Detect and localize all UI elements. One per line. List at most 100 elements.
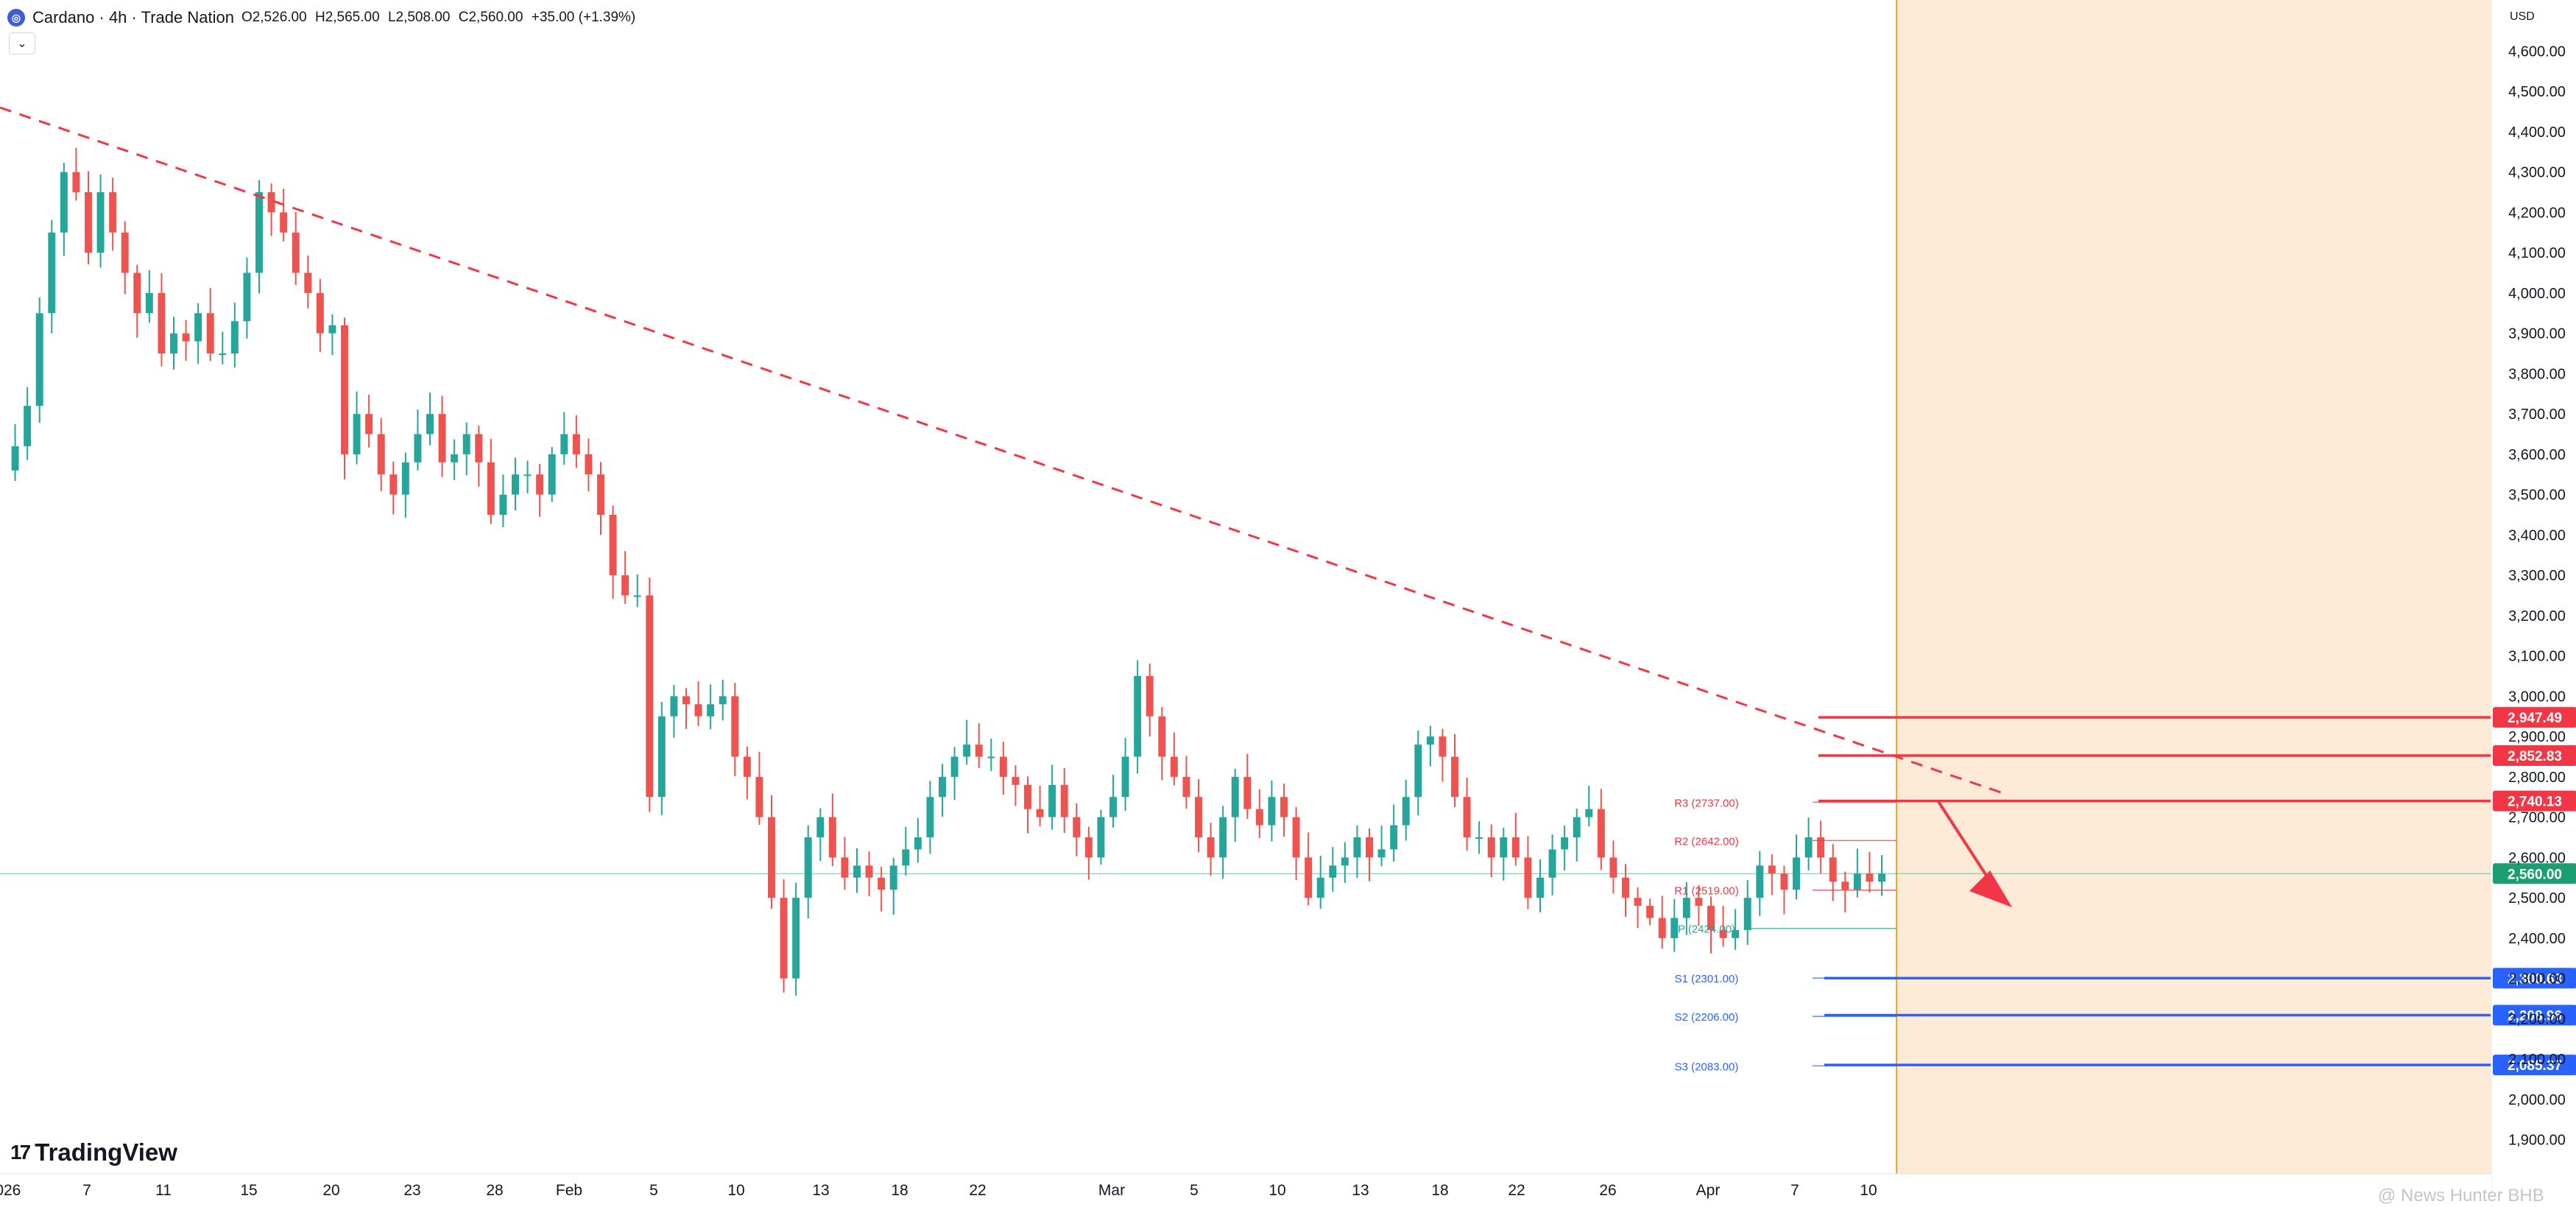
watermark: @ News Hunter BHB [2378,1186,2544,1206]
y-axis-tick-label: 2,100.00 [2508,1052,2566,1068]
candle-body [1695,898,1703,907]
candle-body [1292,817,1300,858]
collapse-legend-button[interactable]: ⌄ [9,32,35,54]
candle-body [1719,929,1727,938]
current-price-tag [2493,863,2576,884]
open-value: O2,526.00 [241,10,307,25]
arrow-head-icon [1969,870,2012,907]
candle-body [1243,776,1252,809]
support-price-tag [2493,1055,2576,1076]
y-axis-tick-label: 2,600.00 [2508,850,2566,866]
candle-body [1841,882,1849,890]
candle-body [401,462,409,495]
support-price-tag [2493,968,2576,989]
pivot-level-label: S2 (2206.00) [1675,1011,1739,1024]
candle-body [1024,784,1031,809]
x-axis-tick-label: 13 [1352,1182,1369,1199]
candle-body [548,454,556,495]
candle-body [841,857,849,878]
candle-body [1451,756,1458,798]
candle-body [523,474,532,476]
candle-body [1463,797,1471,837]
pivot-level-label: R3 (2737.00) [1674,797,1739,809]
candle-body [670,696,678,717]
candle-body [1316,877,1324,898]
y-axis-tick-label: 4,200.00 [2508,205,2566,221]
candle-body [230,321,239,353]
candle-body [316,292,324,334]
y-axis-tick-label: 3,000.00 [2508,689,2566,705]
candle-body [1073,817,1081,837]
candle-body [377,434,385,475]
candle-body [585,454,593,475]
candle-body [597,474,604,515]
x-axis-tick-label: 10 [1268,1182,1285,1199]
candle-body [707,704,715,717]
candle-body [633,595,641,597]
candle-body [816,817,825,837]
candle-body [768,817,775,898]
y-axis-tick-label: 4,100.00 [2508,245,2566,261]
chevron-down-icon: ⌄ [17,38,27,50]
candle-body [1182,776,1190,798]
pivot-level-label: P (2424.00) [1678,923,1735,936]
candle-body [1536,877,1544,898]
candle-body [1878,873,1885,882]
x-axis-tick-label: 5 [649,1182,658,1199]
candle-body [731,696,739,757]
y-axis-tick-label: 4,300.00 [2508,165,2566,181]
time-axis-panel [0,1174,2491,1207]
price-tag-label: 2,560.00 [2508,867,2562,882]
candle-body [512,474,519,495]
candle-body [878,877,886,890]
candle-body [341,325,348,454]
candle-body [426,414,434,434]
candle-body [1707,906,1715,930]
candle-body [60,172,68,233]
candle-body [719,696,727,705]
candle-body [353,414,361,454]
candle-body [926,797,934,837]
candle-body [243,272,251,322]
y-axis-tick-label: 1,900.00 [2508,1133,2566,1149]
candle-body [1817,837,1825,858]
candle-body [1439,736,1447,757]
resistance-price-tag [2493,790,2576,812]
y-axis-tick-label: 2,000.00 [2508,1092,2566,1108]
x-axis-tick-label: 10 [727,1182,744,1199]
candle-body [475,434,483,462]
candle-body [1646,906,1654,918]
candle-body [1780,873,1788,890]
resistance-price-tag [2493,707,2576,728]
candle-body [1036,809,1044,817]
descending-trendline [0,106,2003,795]
symbol-title[interactable]: Cardano · 4h · Trade Nation [32,8,234,27]
candle-body [1829,857,1837,882]
candle-body [1743,898,1751,930]
candle-body [646,595,654,798]
symbol-header[interactable]: ◎ Cardano · 4h · Trade Nation O2,526.00 … [7,4,640,31]
pivot-level-label: S1 (2301.00) [1675,973,1739,985]
y-axis-tick-label: 4,600.00 [2508,43,2566,60]
candle-body [804,837,812,898]
tradingview-logo[interactable]: 17 TradingView [10,1139,177,1166]
candle-body [1414,745,1422,798]
candle-body [267,192,275,213]
tradingview-label: TradingView [35,1139,177,1166]
candle-body [950,756,959,777]
candle-body [145,292,153,314]
x-axis-tick-label: 20 [322,1182,339,1199]
candle-body [755,776,763,817]
x-axis-tick-label: 5 [1190,1182,1199,1199]
candle-body [1097,817,1105,858]
candle-body [1609,857,1617,878]
candle-body [1390,825,1398,850]
candle-body [1487,837,1495,858]
x-axis-tick-label: 18 [1431,1182,1448,1199]
candle-body [219,353,227,355]
resistance-price-tag [2493,745,2576,766]
candle-body [1585,809,1593,817]
y-axis-tick-label: 3,600.00 [2508,447,2566,463]
candle-body [304,272,312,293]
